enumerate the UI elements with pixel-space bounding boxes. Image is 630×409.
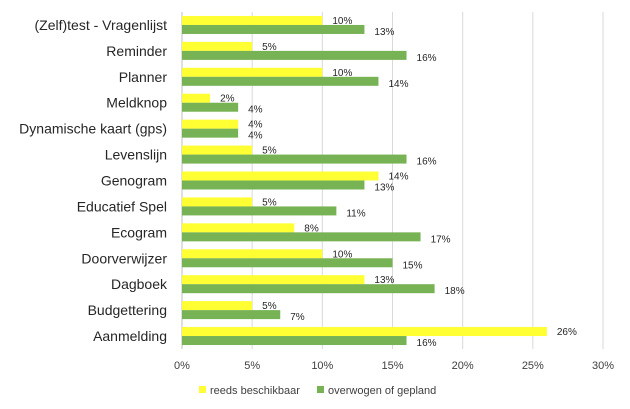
value-label-overwogen-of-gepland-reminder: 16% bbox=[417, 53, 437, 64]
legend: reeds beschikbaar overwogen of gepland bbox=[199, 385, 436, 397]
bar-reeds-beschikbaar-budgettering bbox=[182, 301, 253, 311]
bar-overwogen-of-gepland-levenslijn bbox=[182, 154, 407, 164]
bar-reeds-beschikbaar-aanmelding bbox=[182, 327, 547, 337]
bar-reeds-beschikbaar-genogram bbox=[182, 171, 379, 181]
value-label-reeds-beschikbaar-aanmelding: 26% bbox=[557, 327, 577, 338]
category-labels: (Zelf)test - Vragenlijst Reminder Planner M… bbox=[19, 17, 168, 344]
bar-overwogen-of-gepland-budgettering bbox=[182, 310, 281, 320]
value-label-reeds-beschikbaar-ecogram: 8% bbox=[304, 223, 319, 234]
value-label-overwogen-of-gepland-genogram: 13% bbox=[374, 183, 394, 194]
category-label-zelf-test-vragenlijst: (Zelf)test - Vragenlijst bbox=[34, 17, 167, 33]
value-label-reeds-beschikbaar-zelf-test-vragenlijst: 10% bbox=[332, 16, 352, 27]
value-label-overwogen-of-gepland-ecogram: 17% bbox=[431, 234, 451, 245]
bar-overwogen-of-gepland-doorverwijzer bbox=[182, 258, 393, 268]
value-label-overwogen-of-gepland-dagboek: 18% bbox=[445, 286, 465, 297]
value-label-reeds-beschikbaar-educatief-spel: 5% bbox=[262, 197, 277, 208]
value-label-overwogen-of-gepland-levenslijn: 16% bbox=[417, 157, 437, 168]
legend-swatch-overwogen-of-gepland bbox=[317, 386, 324, 393]
x-axis-ticks: 0% 5% 10% 15% 20% 25% 30% bbox=[174, 360, 614, 372]
bar-overwogen-of-gepland-reminder bbox=[182, 50, 407, 60]
bar-reeds-beschikbaar-planner bbox=[182, 67, 323, 77]
category-label-educatief-spel: Educatief Spel bbox=[77, 198, 167, 214]
bar-reeds-beschikbaar-doorverwijzer bbox=[182, 249, 323, 259]
category-label-genogram: Genogram bbox=[101, 173, 167, 189]
x-tick-label: 20% bbox=[452, 360, 474, 372]
value-label-reeds-beschikbaar-doorverwijzer: 10% bbox=[332, 249, 352, 260]
bar-reeds-beschikbaar-reminder bbox=[182, 41, 253, 51]
x-tick-label: 0% bbox=[174, 360, 190, 372]
value-label-reeds-beschikbaar-reminder: 5% bbox=[262, 42, 277, 53]
x-tick-label: 15% bbox=[381, 360, 403, 372]
value-label-overwogen-of-gepland-planner: 14% bbox=[388, 79, 408, 90]
value-label-overwogen-of-gepland-zelf-test-vragenlijst: 13% bbox=[374, 27, 394, 38]
x-tick-label: 5% bbox=[244, 360, 260, 372]
value-label-reeds-beschikbaar-dagboek: 13% bbox=[374, 275, 394, 286]
bar-reeds-beschikbaar-zelf-test-vragenlijst bbox=[182, 15, 323, 25]
bar-reeds-beschikbaar-ecogram bbox=[182, 223, 295, 233]
category-label-budgettering: Budgettering bbox=[88, 302, 167, 318]
bar-overwogen-of-gepland-meldknop bbox=[182, 102, 239, 112]
bar-reeds-beschikbaar-dynamische-kaart-gps bbox=[182, 119, 239, 129]
legend-swatch-reeds-beschikbaar bbox=[199, 386, 206, 393]
category-label-meldknop: Meldknop bbox=[106, 95, 167, 111]
bar-overwogen-of-gepland-zelf-test-vragenlijst bbox=[182, 24, 365, 34]
value-label-overwogen-of-gepland-aanmelding: 16% bbox=[417, 338, 437, 349]
x-tick-label: 10% bbox=[311, 360, 333, 372]
value-label-overwogen-of-gepland-dynamische-kaart-gps: 4% bbox=[248, 131, 263, 142]
category-label-dynamische-kaart-gps: Dynamische kaart (gps) bbox=[19, 121, 167, 137]
category-label-doorverwijzer: Doorverwijzer bbox=[81, 250, 167, 266]
value-label-reeds-beschikbaar-levenslijn: 5% bbox=[262, 146, 277, 157]
category-label-reminder: Reminder bbox=[106, 43, 167, 59]
bar-overwogen-of-gepland-educatief-spel bbox=[182, 206, 337, 216]
bar-reeds-beschikbaar-dagboek bbox=[182, 275, 365, 285]
category-label-aanmelding: Aanmelding bbox=[93, 328, 167, 344]
value-label-reeds-beschikbaar-budgettering: 5% bbox=[262, 301, 277, 312]
bar-reeds-beschikbaar-levenslijn bbox=[182, 145, 253, 155]
x-tick-label: 30% bbox=[592, 360, 614, 372]
value-labels: 10%13%5%16%10%14%2%4%4%4%5%16%14%13%5%11… bbox=[220, 16, 577, 349]
category-label-levenslijn: Levenslijn bbox=[105, 147, 167, 163]
value-label-reeds-beschikbaar-dynamische-kaart-gps: 4% bbox=[248, 120, 263, 131]
value-label-reeds-beschikbaar-planner: 10% bbox=[332, 68, 352, 79]
bar-overwogen-of-gepland-dagboek bbox=[182, 284, 435, 294]
bar-overwogen-of-gepland-genogram bbox=[182, 180, 365, 190]
value-label-overwogen-of-gepland-educatief-spel: 11% bbox=[346, 208, 365, 219]
bar-reeds-beschikbaar-educatief-spel bbox=[182, 197, 253, 207]
category-label-dagboek: Dagboek bbox=[111, 276, 168, 292]
bar-overwogen-of-gepland-dynamische-kaart-gps bbox=[182, 128, 239, 138]
value-label-overwogen-of-gepland-meldknop: 4% bbox=[248, 105, 263, 116]
legend-label-reeds-beschikbaar: reeds beschikbaar bbox=[210, 385, 300, 397]
category-label-ecogram: Ecogram bbox=[111, 224, 167, 240]
bar-overwogen-of-gepland-planner bbox=[182, 76, 379, 86]
value-label-reeds-beschikbaar-genogram: 14% bbox=[388, 172, 408, 183]
bar-overwogen-of-gepland-ecogram bbox=[182, 232, 421, 242]
value-label-overwogen-of-gepland-budgettering: 7% bbox=[290, 312, 305, 323]
x-tick-label: 25% bbox=[522, 360, 544, 372]
bars bbox=[182, 15, 547, 346]
value-label-overwogen-of-gepland-doorverwijzer: 15% bbox=[403, 260, 423, 271]
bar-overwogen-of-gepland-aanmelding bbox=[182, 336, 407, 346]
value-label-reeds-beschikbaar-meldknop: 2% bbox=[220, 94, 235, 105]
bar-reeds-beschikbaar-meldknop bbox=[182, 93, 211, 103]
legend-label-overwogen-of-gepland: overwogen of gepland bbox=[328, 385, 436, 397]
category-label-planner: Planner bbox=[119, 69, 168, 85]
